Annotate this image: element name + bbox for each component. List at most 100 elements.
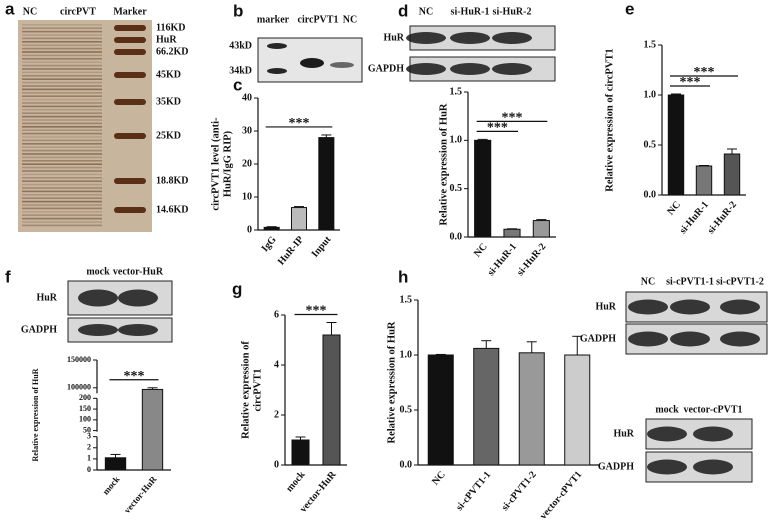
gel-band [22, 173, 102, 176]
marker-label: 35KD [156, 96, 181, 107]
x-tick-label: vector-cPVT1 [538, 469, 584, 521]
gel-band [22, 61, 102, 63]
gel-band [22, 109, 102, 111]
gel-band [22, 34, 102, 36]
row-label: HuR [383, 32, 404, 43]
lane-label: Marker [113, 6, 147, 17]
gel-band [22, 44, 102, 46]
significance-label: *** [680, 75, 701, 90]
row-label: GAPDH [368, 63, 404, 74]
y-axis-label: circPVT1 level (anti- [210, 117, 221, 211]
gel-band [22, 122, 102, 125]
y-tick-label: 0 [247, 224, 252, 235]
gel-band [22, 211, 102, 213]
bar [263, 226, 280, 231]
lane-label: mock [86, 266, 110, 277]
y-tick-label: 1.0 [400, 349, 413, 360]
gel-band [22, 102, 102, 104]
marker-label: 14.6KD [156, 204, 189, 215]
gel-band [22, 221, 102, 223]
marker-band [114, 72, 146, 78]
marker-band [114, 49, 146, 55]
y-tick-label: 10 [242, 191, 252, 202]
y-tick-label: 0 [87, 465, 91, 474]
gel-band [22, 187, 102, 189]
blot-band [406, 32, 446, 44]
bar [290, 207, 308, 231]
x-tick-label: vector-HuR [122, 474, 159, 515]
gel-band [22, 68, 102, 70]
x-tick-label: si-cPVT1-2 [500, 469, 539, 513]
gel-band [22, 214, 102, 216]
gel-band [22, 78, 102, 80]
y-tick-label: 100000 [67, 383, 91, 392]
marker-band [114, 178, 146, 184]
y-tick-label: 0.5 [450, 183, 463, 194]
gel-band [22, 126, 102, 128]
bar [141, 388, 164, 471]
y-tick-label: 1 [87, 454, 91, 463]
bar [474, 139, 492, 238]
blot-band [267, 68, 287, 74]
blot-band [118, 289, 158, 307]
y-tick-label: 20 [242, 158, 252, 169]
blot-band [647, 459, 687, 475]
gel-band [22, 30, 102, 33]
bar [503, 228, 521, 238]
gel-band [22, 190, 102, 193]
blot-band [492, 32, 532, 44]
lane-label: NC [343, 14, 357, 25]
x-tick-label: Input [310, 234, 334, 260]
lane-label: si-HuR-1 [451, 6, 490, 17]
gel-band [22, 153, 102, 155]
y-axis-label: HuR/IgG RIP) [222, 130, 233, 197]
marker-band [114, 133, 146, 139]
marker-label: 25KD [156, 130, 181, 141]
significance-label: *** [502, 111, 523, 126]
y-axis-label: Relative expression of HuR [31, 368, 40, 461]
gel-band [22, 217, 102, 220]
row-label: HuR [36, 292, 57, 303]
gel-band [22, 112, 102, 114]
significance-label: *** [306, 304, 327, 319]
y-tick-label: 200 [79, 393, 91, 402]
y-tick-label: 1.5 [644, 39, 657, 50]
significance-label: *** [694, 65, 715, 80]
gel-band [22, 81, 102, 84]
gel-band [22, 54, 102, 57]
y-tick-label: 1.0 [644, 89, 657, 100]
y-tick-label: 30 [242, 125, 252, 136]
blot-band [267, 43, 287, 49]
gel-band [22, 166, 102, 169]
row-label: GADPH [598, 461, 634, 472]
panel-letter: h [398, 267, 408, 286]
blot-band [720, 299, 760, 315]
x-tick-label: NC [472, 241, 490, 259]
bar [518, 352, 545, 466]
marker-label: 66.2KD [156, 46, 189, 57]
gel-band [22, 149, 102, 152]
y-axis-label: Relative expression of HuR [438, 103, 449, 225]
y-tick-label: 0.0 [400, 459, 413, 470]
gel-band [22, 98, 102, 101]
gel-band [22, 27, 102, 29]
bar [318, 137, 335, 231]
x-tick-label: NC [430, 469, 448, 487]
y-tick-label: 3 [87, 431, 91, 440]
lane-label: vector-cPVT1 [683, 404, 742, 415]
gel-band [22, 146, 102, 148]
row-label: GADPH [580, 333, 616, 344]
y-tick-label: 1.0 [450, 135, 463, 146]
gel-band [22, 197, 102, 199]
marker-band [114, 25, 146, 31]
y-axis-label: Relative expression of [240, 341, 251, 439]
blot-band [118, 324, 158, 336]
bar [564, 354, 591, 466]
y-tick-label: 6 [274, 309, 279, 320]
gel-band [22, 119, 102, 121]
gel-band [22, 143, 102, 145]
gel-band [22, 92, 102, 94]
y-tick-label: 4 [274, 359, 279, 370]
x-tick-label: NC [665, 199, 683, 217]
x-tick-label: si-HuR-1 [486, 241, 519, 278]
